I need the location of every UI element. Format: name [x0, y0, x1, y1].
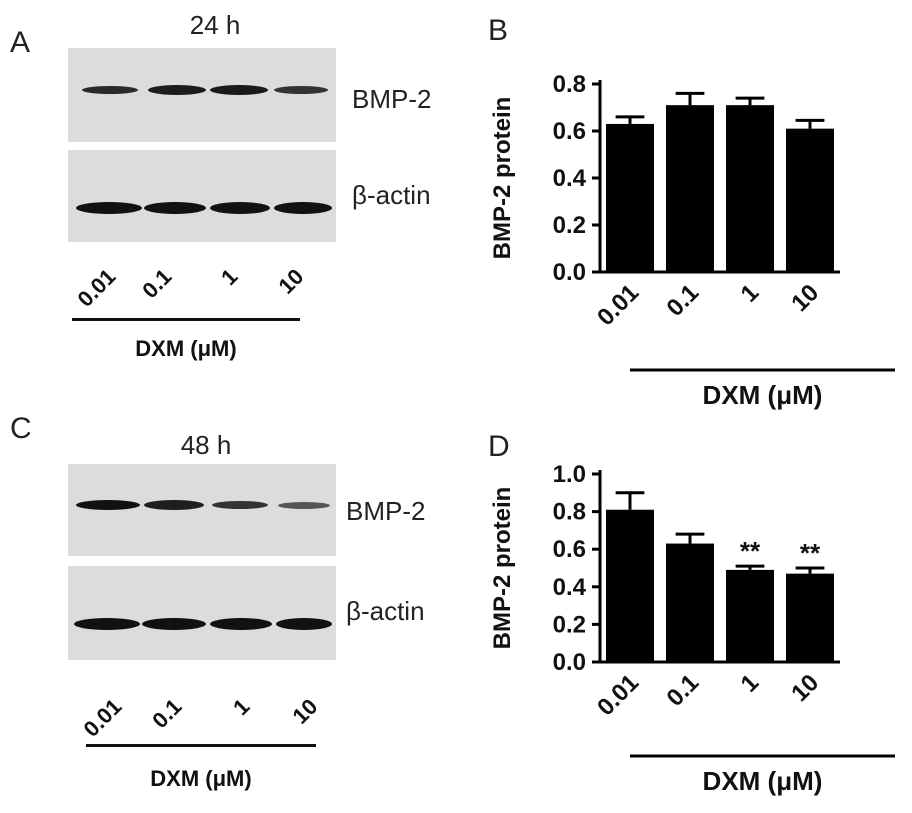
bar [606, 509, 654, 662]
lane-label: 0.1 [137, 263, 177, 304]
band-label-bmp2: BMP-2 [346, 496, 426, 526]
bar [726, 569, 774, 662]
band-label-actin: β-actin [352, 180, 431, 210]
lane-label: 0.01 [72, 263, 121, 312]
y-tick-label: 0.6 [553, 536, 586, 563]
significance-label: ** [740, 536, 761, 566]
lane-label: 1 [216, 263, 243, 291]
y-tick-label: 0.8 [553, 499, 586, 526]
x-tick-label: 0.1 [662, 279, 705, 322]
y-tick-label: 1.0 [553, 461, 586, 488]
y-tick-label: 0.8 [553, 71, 586, 98]
y-tick-label: 0.0 [553, 259, 586, 286]
dxm-axis-label: DXM (μM) [135, 336, 237, 361]
bar-chart-b: 0.0 0.2 0.4 0.6 0.8 BMP-2 protein 0.01 0.1 1 10 DX… [489, 71, 895, 410]
y-tick-label: 0.4 [553, 165, 587, 192]
x-tick-label: 1 [736, 669, 765, 698]
band-label-actin: β-actin [346, 596, 425, 626]
dxm-axis-label: DXM (μM) [150, 766, 252, 791]
bar [786, 573, 834, 662]
bar [726, 105, 774, 273]
x-axis-label: DXM (μM) [703, 766, 823, 796]
panel-letter-b: B [488, 14, 509, 47]
x-axis-label: DXM (μM) [703, 380, 823, 410]
x-tick-label: 10 [786, 279, 824, 317]
significance-label: ** [800, 538, 821, 568]
x-tick-label: 0.1 [662, 669, 705, 712]
western-blot-bmp2-24h [68, 48, 336, 142]
y-axis-label: BMP-2 protein [489, 97, 516, 260]
bar-chart-d: 0.0 0.2 0.4 0.6 0.8 1.0 BMP-2 protein 0.01 0.1 **… [489, 461, 895, 796]
dxm-bracket-line [86, 744, 316, 747]
x-tick-label: 10 [786, 669, 824, 707]
x-tick-label: 0.01 [592, 669, 644, 721]
western-blot-bmp2-48h [68, 464, 336, 556]
western-blot-actin-48h [68, 566, 336, 660]
time-label-24h: 24 h [189, 10, 241, 40]
bar [786, 128, 834, 272]
panel-letter-c: C [10, 412, 32, 445]
x-tick-label: 0.01 [592, 279, 644, 331]
bar [666, 105, 714, 273]
bar [666, 543, 714, 662]
band-label-bmp2: BMP-2 [352, 84, 432, 114]
western-blot-actin-24h [68, 150, 336, 242]
time-label-48h: 48 h [180, 430, 232, 460]
panel-letter-d: D [488, 430, 510, 463]
x-tick-label: 1 [736, 279, 765, 308]
dxm-bracket-line [72, 318, 300, 321]
y-tick-label: 0.2 [553, 611, 586, 638]
panel-letter-a: A [10, 26, 31, 59]
bar [606, 123, 654, 272]
y-tick-label: 0.0 [553, 649, 586, 676]
y-axis-label: BMP-2 protein [489, 487, 516, 650]
y-tick-label: 0.6 [553, 118, 586, 145]
lane-label: 10 [273, 263, 309, 299]
y-tick-label: 0.4 [553, 574, 587, 601]
y-tick-label: 0.2 [553, 212, 586, 239]
